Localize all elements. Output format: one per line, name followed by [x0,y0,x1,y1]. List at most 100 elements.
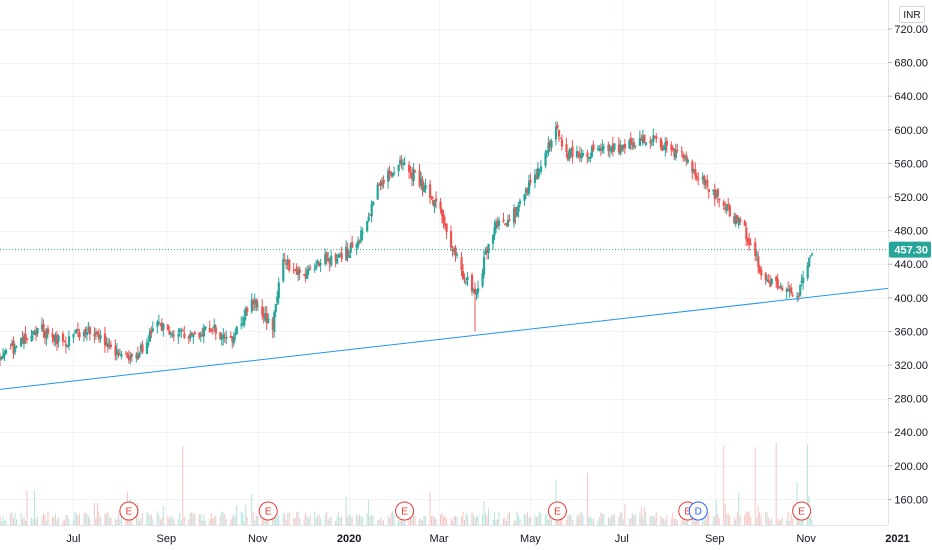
candle-body [294,269,297,271]
candle-body [84,329,87,334]
volume-bar [68,518,70,525]
candle-body [96,331,99,335]
candle-body [213,324,216,329]
candle-body [349,244,352,253]
volume-bar [339,517,341,525]
volume-bar [450,517,452,525]
volume-bar [472,515,474,525]
candle-body [736,215,739,223]
volume-bar [119,519,121,525]
candle-body [67,336,71,347]
volume-bar [414,516,416,525]
earnings-marker[interactable]: E [395,501,415,521]
volume-bar [30,517,32,525]
candle-body [535,175,538,179]
time-tick-label: Nov [248,533,268,545]
candle-body [802,277,805,283]
volume-bar [565,519,567,525]
candle-body [439,201,442,210]
dividend-marker[interactable]: D [688,501,708,521]
candle-body [243,316,246,326]
volume-bar [303,518,305,525]
earnings-marker[interactable]: E [258,501,278,521]
candle-body [306,269,309,280]
candle-body [219,332,222,340]
candle-body [240,323,243,326]
currency-box[interactable]: INR [899,6,925,23]
candle-body [31,331,35,335]
candle-body [264,313,267,321]
volume-bar [609,518,611,525]
volume-bar [474,518,476,525]
candle-body [550,140,553,148]
volume-bar [754,447,756,525]
volume-bar [255,514,257,525]
volume-bar [787,511,789,525]
volume-bar [75,513,77,525]
volume-bar [105,513,107,525]
volume-bar [714,516,716,525]
volume-bar [362,517,364,525]
dividend-circle [688,501,708,521]
volume-bar [498,511,500,525]
volume-bar [643,506,645,525]
volume-bar [368,499,370,525]
volume-bar [651,516,653,525]
candle-body [30,335,33,342]
volume-bar [475,516,477,525]
candle-body [246,307,249,312]
volume-bar [104,513,106,525]
volume-bar [23,515,25,525]
volume-bar [582,514,584,525]
volume-bar [240,511,242,525]
candle-body [222,334,225,339]
volume-bar [213,517,215,525]
candle-body [808,257,811,267]
candle-body [655,136,658,139]
time-tick-label: 2021 [885,533,909,545]
volume-bar [243,520,245,525]
candle-body [737,217,740,225]
volume-bar [234,515,236,525]
volume-bar [745,511,747,525]
candle-body [620,145,624,150]
candle-body [85,331,89,336]
candle-body [193,332,196,335]
volume-bar [727,513,729,525]
candle-body [262,313,265,318]
volume-bar [159,519,161,525]
volume-bar [9,513,11,525]
earnings-marker[interactable]: E [547,501,567,521]
candle-body [76,329,80,331]
candle-body [450,231,453,248]
candle-body [649,140,652,144]
volume-bar [423,515,425,525]
volume-bar [681,520,683,525]
earnings-letter: E [265,507,272,518]
candle-body [785,288,788,292]
volume-bar [766,512,768,525]
candle-body [148,331,152,342]
volume-bar [487,508,489,525]
volume-bar [65,515,67,525]
candle-body [475,291,478,295]
volume-bar [597,520,599,525]
volume-bar [180,520,182,525]
volume-bar [149,514,151,525]
candle-body [523,193,526,201]
volume-bar [83,513,85,525]
candle-body [565,144,568,153]
volume-bar [369,516,371,525]
candle-body [462,270,465,280]
candle-body [382,179,385,184]
earnings-marker[interactable]: E [792,501,812,521]
candle-body [754,242,757,257]
earnings-marker[interactable]: E [119,501,139,521]
candle-body [36,328,39,334]
candle-body [57,335,60,342]
candle-body [430,196,433,199]
candle-body [800,280,803,284]
volume-bar [188,519,190,525]
